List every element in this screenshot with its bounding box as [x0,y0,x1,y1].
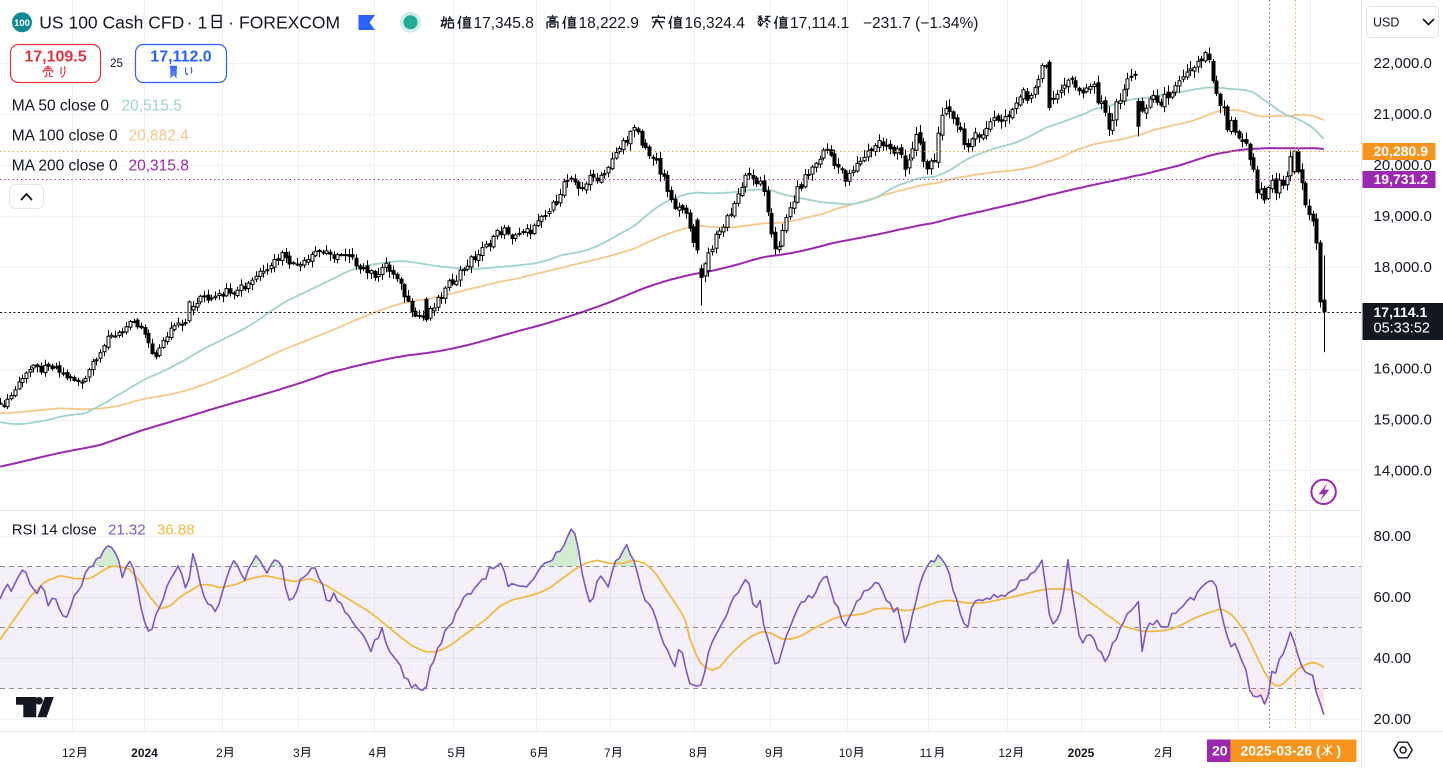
svg-text:20,882.4: 20,882.4 [129,127,190,144]
svg-text:−231.7 (−1.34%): −231.7 (−1.34%) [863,15,978,32]
svg-text:19,000.0: 19,000.0 [1374,208,1432,225]
svg-text:12: 12 [62,746,76,760]
svg-text:MA 100 close 0: MA 100 close 0 [12,127,118,144]
svg-text:20: 20 [1212,743,1228,759]
svg-text:14,000.0: 14,000.0 [1374,462,1432,479]
svg-text:RSI 14 close: RSI 14 close [12,522,97,539]
svg-text:1: 1 [198,12,208,32]
svg-text:05:33:52: 05:33:52 [1374,321,1430,337]
svg-text:2025-03-26 (: 2025-03-26 ( [1241,743,1322,759]
svg-text:8: 8 [689,746,696,760]
svg-text:2024: 2024 [131,746,158,760]
svg-text:60.00: 60.00 [1374,589,1412,606]
svg-text:40.00: 40.00 [1374,650,1412,667]
svg-text:17,345.8: 17,345.8 [474,15,534,32]
svg-text:18,222.9: 18,222.9 [579,15,639,32]
svg-text:20,280.9: 20,280.9 [1374,143,1429,159]
svg-text:20,000.0: 20,000.0 [1374,157,1432,174]
svg-text:36.88: 36.88 [157,522,195,539]
svg-text:20,315.8: 20,315.8 [129,158,189,175]
svg-text:19,731.2: 19,731.2 [1374,171,1429,187]
svg-text:US 100 Cash CFD: US 100 Cash CFD [39,12,184,32]
svg-text:9: 9 [765,746,772,760]
svg-text:18,000.0: 18,000.0 [1374,259,1432,276]
svg-text:): ) [1337,743,1342,759]
svg-text:MA 200 close 0: MA 200 close 0 [12,158,118,175]
svg-text:17,114.1: 17,114.1 [790,15,849,32]
svg-text:16,000.0: 16,000.0 [1374,361,1432,378]
svg-text:11: 11 [920,746,933,760]
svg-text:4: 4 [369,746,376,760]
svg-text:2: 2 [216,746,223,760]
svg-text:21,000.0: 21,000.0 [1374,106,1432,123]
svg-text:12: 12 [998,746,1012,760]
svg-text:2025: 2025 [1068,746,1095,760]
svg-text:17,114.1: 17,114.1 [1374,304,1428,320]
svg-text:6: 6 [530,746,537,760]
svg-text:USD: USD [1373,16,1399,30]
svg-text:10: 10 [839,746,853,760]
svg-text:16,324.4: 16,324.4 [685,15,746,32]
svg-text:15,000.0: 15,000.0 [1374,412,1432,429]
svg-text:20,515.5: 20,515.5 [122,98,182,115]
svg-text:MA 50 close 0: MA 50 close 0 [12,98,110,115]
svg-text:17,109.5: 17,109.5 [24,49,86,66]
svg-text:100: 100 [14,18,30,29]
svg-text:·: · [187,12,193,32]
svg-text:3: 3 [293,746,300,760]
svg-text:5: 5 [448,746,455,760]
svg-text:17,112.0: 17,112.0 [150,49,212,66]
svg-text:·: · [228,12,234,32]
svg-text:80.00: 80.00 [1374,528,1412,545]
svg-text:25: 25 [110,58,123,70]
svg-text:2: 2 [1154,746,1161,760]
svg-text:22,000.0: 22,000.0 [1374,55,1432,72]
svg-text:FOREXCOM: FOREXCOM [239,12,340,32]
svg-text:21.32: 21.32 [108,522,146,539]
svg-text:20.00: 20.00 [1374,711,1412,728]
svg-text:7: 7 [604,746,611,760]
